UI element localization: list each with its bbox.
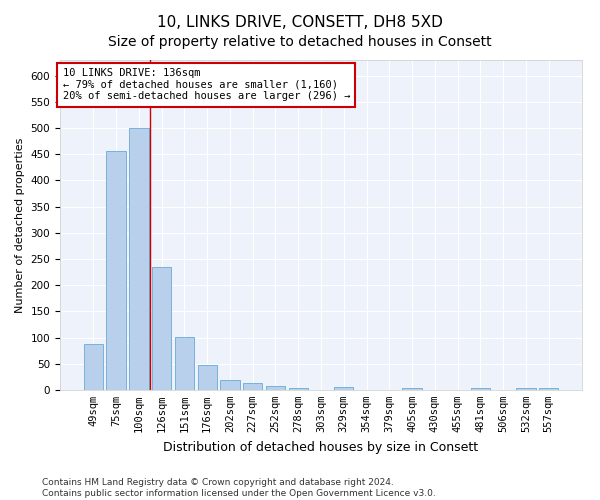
Text: Contains HM Land Registry data © Crown copyright and database right 2024.
Contai: Contains HM Land Registry data © Crown c… xyxy=(42,478,436,498)
X-axis label: Distribution of detached houses by size in Consett: Distribution of detached houses by size … xyxy=(163,440,479,454)
Bar xyxy=(84,344,103,390)
Text: Size of property relative to detached houses in Consett: Size of property relative to detached ho… xyxy=(108,35,492,49)
Bar xyxy=(289,388,308,390)
Bar xyxy=(220,380,239,390)
Bar xyxy=(334,388,353,390)
Bar xyxy=(470,388,490,390)
Y-axis label: Number of detached properties: Number of detached properties xyxy=(15,138,25,312)
Text: 10 LINKS DRIVE: 136sqm
← 79% of detached houses are smaller (1,160)
20% of semi-: 10 LINKS DRIVE: 136sqm ← 79% of detached… xyxy=(62,68,350,102)
Text: 10, LINKS DRIVE, CONSETT, DH8 5XD: 10, LINKS DRIVE, CONSETT, DH8 5XD xyxy=(157,15,443,30)
Bar xyxy=(516,388,536,390)
Bar xyxy=(266,386,285,390)
Bar xyxy=(106,150,126,390)
Bar xyxy=(243,383,262,390)
Bar xyxy=(197,366,217,390)
Bar xyxy=(539,388,558,390)
Bar xyxy=(403,388,422,390)
Bar xyxy=(152,267,172,390)
Bar xyxy=(129,128,149,390)
Bar xyxy=(175,336,194,390)
